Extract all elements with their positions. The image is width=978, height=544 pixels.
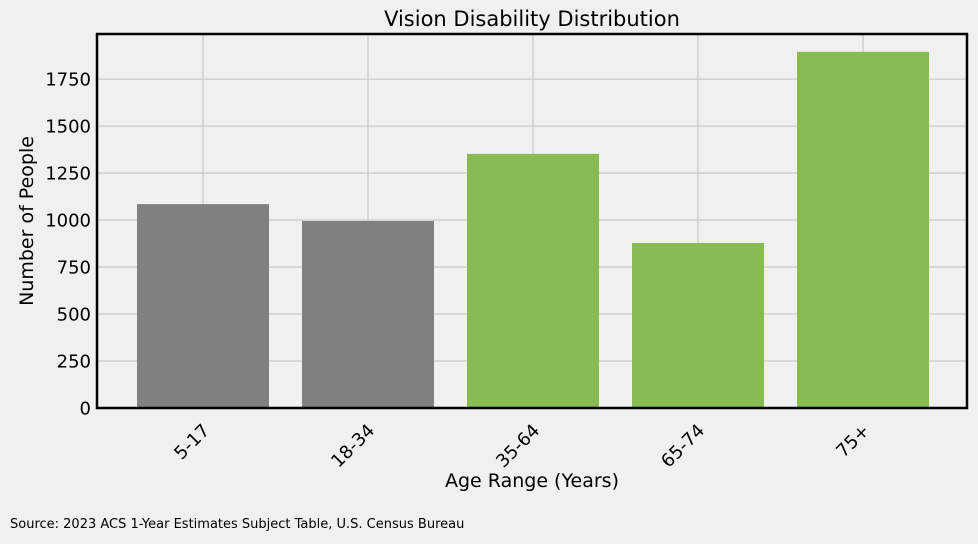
x-tick-label: 75+ <box>832 420 874 462</box>
y-tick-label: 1750 <box>45 70 91 91</box>
chart-title: Vision Disability Distribution <box>384 7 680 31</box>
bar-75+ <box>797 51 929 408</box>
y-tick-label: 500 <box>57 305 91 326</box>
x-axis-ticks: 5-17 18-34 35-64 65-74 75+ <box>170 420 874 472</box>
y-axis-ticks: 0 250 500 750 1000 1250 1500 1750 <box>45 70 91 420</box>
x-axis-label: Age Range (Years) <box>445 470 619 492</box>
y-tick-label: 0 <box>80 399 91 420</box>
bars <box>137 51 929 408</box>
x-tick-label: 65-74 <box>657 420 709 472</box>
bar-65-74 <box>632 242 764 408</box>
bar-35-64 <box>467 153 599 408</box>
y-tick-label: 750 <box>57 258 91 279</box>
source-note: Source: 2023 ACS 1-Year Estimates Subjec… <box>10 517 465 532</box>
y-axis-label: Number of People <box>16 136 38 306</box>
bar-chart: Vision Disability Distribution 0 250 500 75… <box>16 7 969 492</box>
bar-5-17 <box>137 204 269 408</box>
bar-18-34 <box>302 221 434 408</box>
y-tick-label: 1250 <box>45 164 91 185</box>
x-tick-label: 5-17 <box>170 420 214 464</box>
x-tick-label: 35-64 <box>492 420 544 472</box>
y-tick-label: 250 <box>57 352 91 373</box>
x-tick-label: 18-34 <box>327 420 379 472</box>
y-tick-label: 1000 <box>45 211 91 232</box>
y-tick-label: 1500 <box>45 117 91 138</box>
plot-frame <box>95 32 969 410</box>
